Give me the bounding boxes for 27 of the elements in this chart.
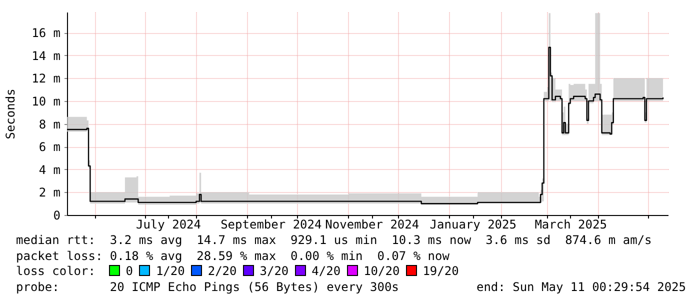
y-axis-title: Seconds	[4, 88, 18, 140]
text: loss color:	[16, 264, 96, 278]
y-tick-label: 10 m	[32, 94, 60, 108]
y-tick-label: 12 m	[32, 72, 60, 86]
y-tick-label: 14 m	[32, 48, 60, 63]
text: 1/20	[156, 264, 185, 278]
text: 2/20	[208, 264, 237, 278]
x-tick-label: January 2025	[430, 218, 516, 232]
text: 0	[126, 264, 133, 278]
text: 3/20	[260, 264, 289, 278]
text: median rtt: 3.2 ms avg 14.7 ms max 929.1 us min 10.3 ms now 3.6 ms sd 874.6 m am/s	[16, 233, 652, 247]
text: packet loss: 0.18 % avg 28.59 % max 0.00 % min 0.07 % now	[16, 248, 450, 262]
y-tick-label: 8 m	[38, 117, 60, 132]
y-tick-label: 6 m	[38, 140, 60, 154]
y-tick-label: 16 m	[32, 26, 60, 40]
text: 19/20	[422, 264, 459, 278]
text: 10/20	[364, 264, 400, 278]
text: end: Sun May 11 00:29:54 2025	[476, 280, 686, 295]
text: 4/20	[312, 264, 341, 278]
x-tick-label: September 2024	[220, 218, 322, 232]
text: probe: 20 ICMP Echo Pings (56 Bytes) every 300s	[16, 280, 399, 294]
x-tick-label: July 2024	[136, 218, 202, 232]
y-tick-label: 4 m	[38, 162, 60, 177]
y-tick-label: 2 m	[38, 186, 60, 200]
x-tick-label: November 2024	[325, 218, 420, 232]
x-tick-label: March 2025	[534, 218, 607, 232]
y-tick-label: 0	[53, 208, 60, 222]
